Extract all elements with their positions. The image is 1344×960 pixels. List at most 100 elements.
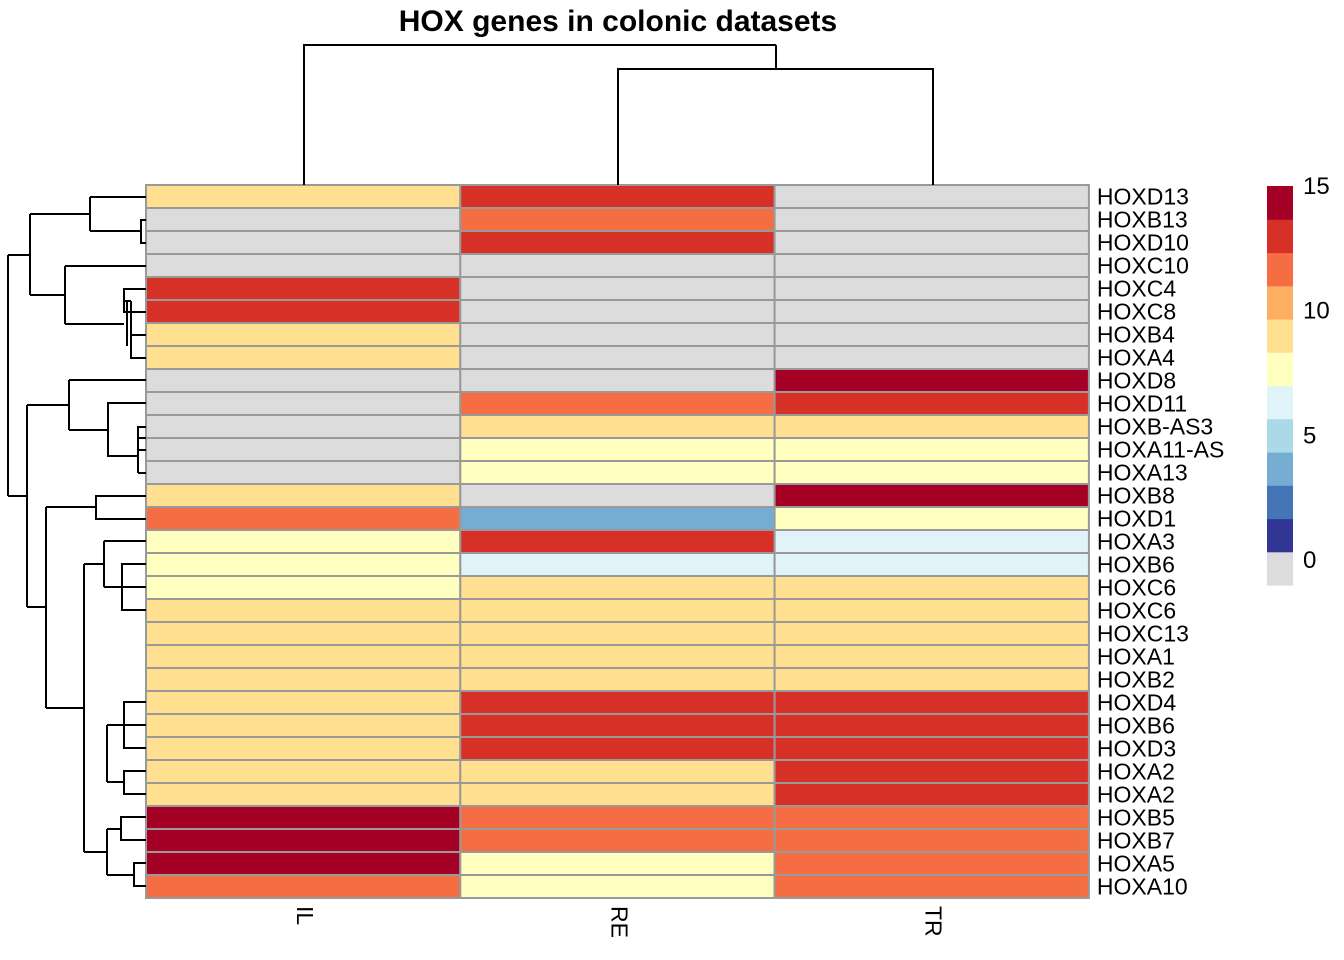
heatmap-cell — [145, 322, 462, 347]
heatmap-cell — [145, 299, 462, 324]
column-label: TR — [921, 906, 947, 937]
heatmap-cell — [459, 690, 776, 715]
heatmap-cell — [145, 759, 462, 784]
row-label: HOXA2 — [1097, 782, 1175, 808]
legend-tick-label: 5 — [1303, 422, 1316, 449]
heatmap-cell — [145, 690, 462, 715]
heatmap-cell — [459, 345, 776, 370]
row-label: HOXD13 — [1097, 184, 1189, 210]
column-dendrogram — [303, 44, 934, 185]
heatmap-cell — [459, 552, 776, 577]
heatmap-cell — [145, 598, 462, 623]
heatmap-cell — [459, 575, 776, 600]
heatmap-cell — [773, 230, 1090, 255]
row-dendrogram-bottom-cluster — [7, 255, 146, 887]
row-label: HOXC8 — [1097, 299, 1176, 325]
row-label: HOXC6 — [1097, 598, 1176, 624]
row-label: HOXB5 — [1097, 805, 1175, 831]
row-label: HOXD10 — [1097, 230, 1189, 256]
legend-tick-label: 15 — [1303, 173, 1330, 200]
heatmap-cell — [773, 782, 1090, 807]
row-label: HOXA3 — [1097, 529, 1175, 555]
heatmap-cell — [459, 368, 776, 393]
heatmap-cell — [773, 529, 1090, 554]
heatmap-cell — [459, 184, 776, 209]
column-label: IL — [292, 906, 318, 925]
legend-color-swatch — [1267, 252, 1293, 287]
row-label: HOXC13 — [1097, 621, 1189, 647]
legend-tick-label: 10 — [1303, 298, 1330, 325]
heatmap-cell — [145, 184, 462, 209]
heatmap-cell — [459, 253, 776, 278]
heatmap-cell — [459, 805, 776, 830]
row-label: HOXB7 — [1097, 828, 1175, 854]
heatmap-cell — [459, 483, 776, 508]
heatmap-cell — [459, 598, 776, 623]
heatmap-cell — [773, 805, 1090, 830]
heatmap-cell — [773, 414, 1090, 439]
heatmap-cell — [145, 368, 462, 393]
heatmap-cell — [459, 276, 776, 301]
row-label: HOXB8 — [1097, 483, 1175, 509]
heatmap-cell — [145, 874, 462, 899]
column-dendrogram-branch-il — [303, 44, 776, 185]
heatmap-cell — [459, 874, 776, 899]
heatmap-cell — [773, 713, 1090, 738]
row-label: HOXA2 — [1097, 759, 1175, 785]
row-label: HOXA10 — [1097, 874, 1188, 900]
heatmap-cell — [773, 207, 1090, 232]
legend-color-swatch — [1267, 452, 1293, 486]
row-label: HOXD11 — [1097, 391, 1187, 417]
heatmap-cell — [773, 345, 1090, 370]
column-dendrogram-branch-re-tr — [617, 45, 934, 185]
heatmap-cell — [145, 506, 462, 531]
color-legend: 0 5 10 15 — [1267, 173, 1330, 586]
heatmap-cell — [773, 690, 1090, 715]
heatmap-cell — [773, 253, 1090, 278]
heatmap-cell — [145, 851, 462, 876]
heatmap-cell — [145, 391, 462, 416]
row-label: HOXB4 — [1097, 322, 1175, 348]
row-dendrogram — [7, 196, 146, 887]
heatmap-cell — [773, 552, 1090, 577]
heatmap-cell — [145, 782, 462, 807]
legend-color-swatch — [1267, 385, 1293, 420]
heatmap-cell — [459, 506, 776, 531]
heatmap-cell — [459, 713, 776, 738]
heatmap-cell — [459, 736, 776, 761]
heatmap-cell — [145, 736, 462, 761]
heatmap-cell — [459, 828, 776, 853]
heatmap-cell — [773, 828, 1090, 853]
heatmap-cell — [459, 322, 776, 347]
heatmap-cell — [773, 759, 1090, 784]
heatmap-cell — [145, 437, 462, 462]
row-label: HOXA13 — [1097, 460, 1188, 486]
row-label: HOXD8 — [1097, 368, 1176, 394]
row-label: HOXD3 — [1097, 736, 1176, 762]
heatmap-cell — [145, 414, 462, 439]
row-label: HOXB13 — [1097, 207, 1188, 233]
legend-tick-label: 0 — [1303, 547, 1316, 574]
heatmap-cell — [459, 759, 776, 784]
heatmap-cell — [459, 782, 776, 807]
legend-color-swatch — [1267, 418, 1293, 453]
heatmap-cell — [145, 230, 462, 255]
legend-color-swatch — [1267, 485, 1293, 520]
row-label: HOXA5 — [1097, 851, 1175, 877]
heatmap-cell — [773, 598, 1090, 623]
heatmap-cell — [145, 483, 462, 508]
row-label: HOXC6 — [1097, 575, 1176, 601]
row-label: HOXA4 — [1097, 345, 1175, 371]
row-label: HOXB-AS3 — [1097, 414, 1213, 440]
legend-color-swatch — [1267, 319, 1293, 353]
row-label: HOXA1 — [1097, 644, 1175, 670]
heatmap-cell — [459, 644, 776, 669]
row-dendrogram-middle-cluster — [27, 379, 146, 520]
heatmap-cell — [459, 529, 776, 554]
heatmap-cell — [773, 575, 1090, 600]
heatmap-cell — [773, 437, 1090, 462]
row-label: HOXD4 — [1097, 690, 1176, 716]
row-dendrogram-top-cluster — [8, 196, 146, 359]
